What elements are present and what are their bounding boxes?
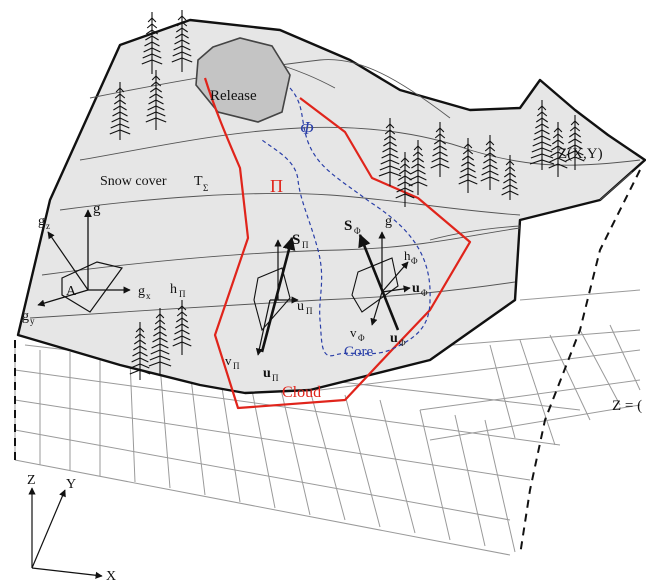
g-phi-label: g	[385, 214, 392, 229]
s-phi-sub: Φ	[354, 226, 361, 236]
coordinate-axes	[28, 487, 103, 579]
release-label: Release	[210, 88, 257, 104]
tree-icon	[529, 100, 555, 170]
s-phi-label: S	[344, 218, 352, 234]
u-phi-sub: Φ	[421, 288, 428, 298]
axis-z-label: Z	[27, 473, 36, 488]
area-label: A	[66, 284, 77, 299]
u-pi-label: u	[297, 299, 304, 314]
terrain-surface	[16, 18, 646, 395]
reference-frame-core	[351, 231, 411, 331]
bold-u-pi-sub: Π	[272, 373, 279, 383]
h-pi-sub: Π	[179, 289, 186, 299]
y-axis	[31, 489, 66, 569]
tree-icon	[145, 70, 167, 130]
h-phi-sub: Φ	[411, 256, 418, 266]
gx-sub: x	[146, 291, 151, 301]
phi-label: Φ	[300, 118, 314, 138]
axis-x-label: X	[106, 569, 116, 582]
gx-label: g	[138, 284, 145, 299]
axis-y-label: Y	[66, 477, 76, 492]
surface-function-label: Z(X,Y)	[558, 146, 603, 162]
v-pi-label: v	[225, 353, 232, 368]
v-phi-vector	[370, 291, 383, 326]
bold-u-pi-label: u	[263, 366, 271, 381]
v-phi-sub: Φ	[358, 333, 365, 343]
gy-sub: y	[30, 316, 35, 326]
h-phi-vector	[381, 261, 409, 293]
core-outline	[261, 87, 431, 357]
u-phi-label: u	[412, 281, 420, 296]
s-pi-label: S	[292, 232, 300, 248]
tree-icon	[171, 10, 193, 72]
tree-icon	[548, 122, 568, 177]
v-pi-vector	[255, 299, 271, 356]
bold-u-phi-sub: Φ	[399, 338, 406, 348]
snow-t-label: T	[194, 174, 203, 189]
reference-frame-left	[37, 209, 131, 313]
h-phi-label: h	[404, 248, 411, 263]
gz-label: g	[38, 214, 45, 229]
snow-cover-label: Snow cover	[100, 174, 167, 189]
tree-icon	[172, 300, 192, 355]
v-pi-sub: Π	[233, 361, 240, 371]
tree-icon	[501, 155, 519, 200]
s-pi-sub: Π	[302, 240, 309, 250]
h-pi-label: h	[170, 282, 177, 297]
tree-icon	[109, 82, 131, 140]
trees	[109, 10, 585, 380]
tree-icon	[129, 322, 151, 380]
tree-icon	[141, 12, 163, 74]
gz-vector	[47, 231, 89, 291]
snow-sigma-sub: Σ	[203, 183, 208, 193]
gy-label: g	[22, 309, 29, 324]
pi-label: Π	[270, 176, 283, 196]
tree-icon	[565, 115, 585, 170]
tree-icon	[148, 308, 172, 376]
core-label: Core	[344, 344, 374, 360]
g-label: g	[93, 201, 101, 217]
cloud-label: Cloud	[282, 384, 321, 401]
tree-icon	[430, 122, 450, 177]
cloud-outline	[203, 77, 472, 410]
tree-icon	[408, 140, 428, 195]
x-axis	[31, 567, 103, 579]
u-phi-vector	[381, 285, 411, 293]
gz-sub: z	[46, 221, 50, 231]
z-equation-label: Z = (	[612, 398, 642, 414]
tree-icon	[480, 135, 500, 190]
tree-icon	[378, 118, 402, 186]
gy-vector	[37, 289, 89, 307]
u-pi-sub: Π	[306, 306, 313, 316]
s-pi-vector	[260, 236, 296, 353]
tree-icon	[458, 138, 478, 193]
tree-icon	[395, 152, 415, 207]
hidden-edges	[14, 169, 641, 556]
s-phi-vector	[358, 233, 400, 331]
reference-frame-cloud	[253, 236, 299, 356]
v-phi-label: v	[350, 325, 357, 340]
release-area	[195, 37, 291, 123]
bold-u-phi-label: u	[390, 331, 398, 346]
